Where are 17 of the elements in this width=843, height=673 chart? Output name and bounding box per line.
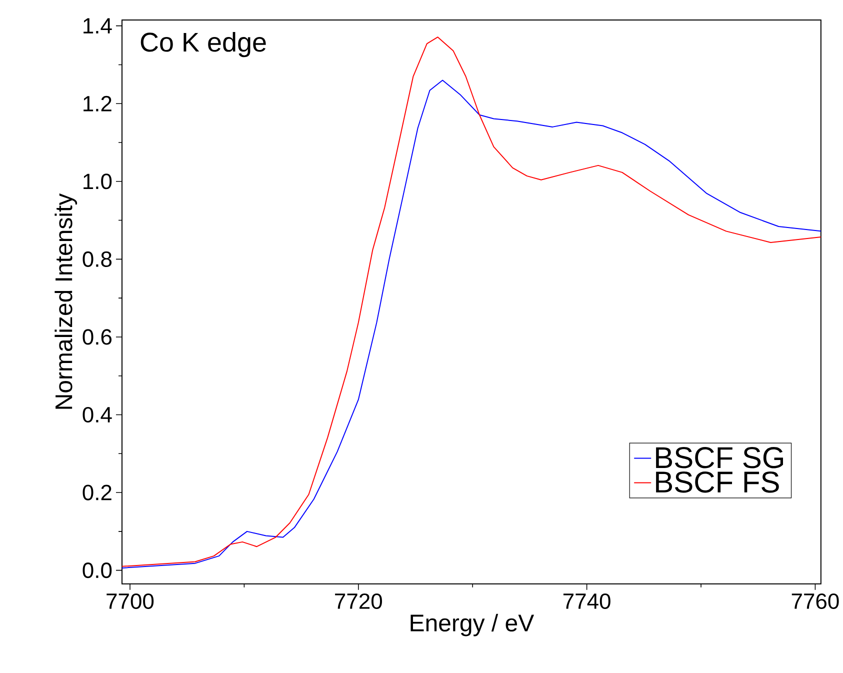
x-tick-label: 7760 — [792, 593, 839, 610]
y-tick-label: 1.0 — [84, 174, 112, 190]
legend-label: BSCF FS — [656, 472, 779, 493]
y-axis-title: Normalized Intensity — [54, 193, 78, 409]
annotation: Co K edge — [140, 32, 266, 58]
x-axis-title: Energy / eV — [410, 614, 534, 636]
x-tick-label: 7740 — [563, 593, 610, 610]
y-tick-label: 0.8 — [82, 251, 112, 267]
y-tick-label: 1.2 — [84, 96, 112, 112]
legend-label: BSCF SG — [656, 447, 784, 468]
y-tick-label: 1.4 — [84, 18, 112, 34]
y-tick-label: 0.0 — [82, 562, 112, 578]
x-tick-label: 7700 — [106, 593, 154, 610]
x-tick-label: 7720 — [335, 593, 382, 610]
y-tick-label: 0.2 — [82, 484, 112, 500]
y-tick-label: 0.6 — [82, 329, 112, 345]
y-tick-label: 0.4 — [82, 406, 112, 423]
